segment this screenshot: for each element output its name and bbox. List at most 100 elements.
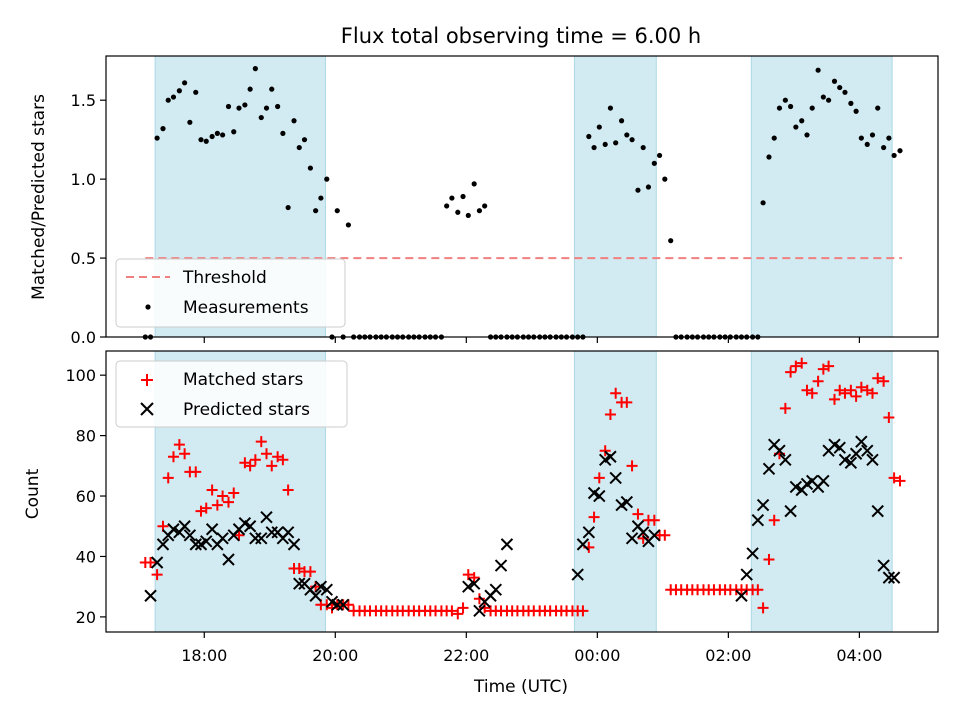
matched-star-marker [310, 581, 322, 593]
measurement-point [225, 103, 232, 110]
measurement-point [236, 105, 242, 111]
measurement-point [640, 144, 646, 151]
matched-star-marker [828, 393, 840, 405]
x-tick-label-3: 00:00 [574, 646, 620, 665]
predicted-star-marker [844, 456, 858, 470]
bottom-axes-frame [105, 350, 939, 633]
predicted-star-marker [582, 526, 596, 539]
predicted-star-marker [500, 538, 514, 551]
predicted-star-marker [866, 453, 879, 466]
predicted-star-marker [281, 526, 295, 539]
measurement-point [618, 118, 625, 124]
predicted-star-marker [855, 435, 868, 448]
bottom-y-axis-label: Count [23, 468, 43, 519]
predicted-star-marker [314, 580, 328, 593]
bottom-y-tick-label-4: 100 [65, 366, 96, 385]
measurement-point [760, 200, 766, 206]
predicted-star-marker [871, 504, 884, 518]
measurement-point [291, 118, 297, 124]
matched-star-marker [468, 572, 480, 584]
matched-star-marker [855, 381, 867, 393]
matched-star-marker [577, 605, 589, 617]
measurement-point [651, 160, 657, 166]
matched-star-marker [626, 460, 638, 472]
measurement-point [449, 195, 455, 201]
measurement-point [848, 100, 854, 106]
measurement-point [793, 124, 799, 130]
matched-star-marker [282, 484, 294, 496]
measurement-point [455, 209, 461, 215]
measurement-point [165, 97, 171, 103]
predicted-star-marker [183, 529, 197, 542]
measurement-point [815, 67, 821, 73]
predicted-star-marker [200, 535, 213, 548]
measurement-point [345, 222, 351, 228]
measurement-point [586, 133, 592, 140]
predicted-star-marker [249, 532, 262, 545]
predicted-star-marker [494, 559, 508, 572]
measurement-point [313, 208, 319, 214]
matched-star-marker [621, 396, 633, 408]
bottom-legend: Matched stars Predicted stars [115, 360, 348, 428]
measurement-point [591, 144, 597, 151]
matched-star-marker [850, 390, 862, 402]
measurement-point [247, 86, 253, 92]
top-y-axis: 0.0 0.5 1.0 1.5 [71, 91, 106, 347]
matched-star-marker [223, 496, 235, 508]
measurement-point [602, 141, 608, 148]
matched-star-marker [151, 569, 163, 581]
predicted-star-marker [576, 538, 590, 551]
matched-star-marker [757, 602, 769, 614]
measurement-point [825, 97, 832, 103]
bottom-y-tick-label-2: 60 [76, 487, 96, 506]
matched-star-marker [200, 502, 212, 514]
legend-predicted-label: Predicted stars [183, 400, 310, 420]
matched-star-marker [790, 360, 802, 372]
top-axes-frame [105, 55, 939, 338]
predicted-star-marker [593, 489, 606, 503]
matched-stars-series [139, 357, 906, 620]
measurement-point [645, 184, 652, 190]
predicted-star-marker [150, 556, 164, 569]
predicted-star-marker [309, 589, 322, 602]
matched-star-marker [763, 553, 775, 565]
matched-star-marker [894, 475, 906, 487]
measurement-point [804, 132, 810, 138]
x-tick-label-1: 20:00 [312, 646, 358, 665]
predicted-star-marker [625, 532, 639, 545]
measurement-point [203, 138, 209, 144]
measurement-point [886, 135, 892, 141]
predicted-star-marker [178, 520, 191, 533]
matched-star-marker [599, 445, 611, 457]
matched-star-marker [249, 454, 261, 466]
predicted-star-marker [216, 532, 229, 545]
predicted-star-marker [467, 577, 481, 590]
measurement-point [209, 133, 215, 140]
matched-star-marker [812, 375, 824, 387]
measurement-point [897, 148, 903, 154]
matched-star-marker [233, 529, 245, 541]
matched-star-marker [244, 460, 256, 472]
matched-star-marker [261, 448, 273, 460]
top-x-ticks [203, 337, 860, 343]
matched-star-marker [588, 511, 600, 523]
measurement-point [853, 108, 859, 114]
matched-star-marker [473, 593, 485, 605]
bottom-y-tick-label-0: 20 [76, 608, 96, 627]
predicted-star-marker [762, 462, 776, 476]
top-y-tick-label-2: 1.0 [71, 170, 96, 189]
matched-star-marker [228, 487, 240, 499]
predicted-star-marker [222, 553, 235, 566]
measurement-point [242, 102, 248, 108]
x-axis-label: Time (UTC) [473, 677, 568, 697]
matched-star-marker [839, 387, 851, 399]
top-legend-box [115, 258, 346, 328]
measurement-point [285, 204, 291, 211]
predicted-star-marker [293, 577, 306, 590]
bottom-x-axis: 18:00 20:00 22:00 00:00 02:00 04:00 [181, 632, 882, 665]
predicted-star-marker [205, 523, 219, 536]
predicted-star-marker [189, 538, 202, 551]
measurement-point [182, 80, 188, 86]
matched-star-marker [845, 384, 857, 396]
matched-star-marker [888, 472, 900, 484]
